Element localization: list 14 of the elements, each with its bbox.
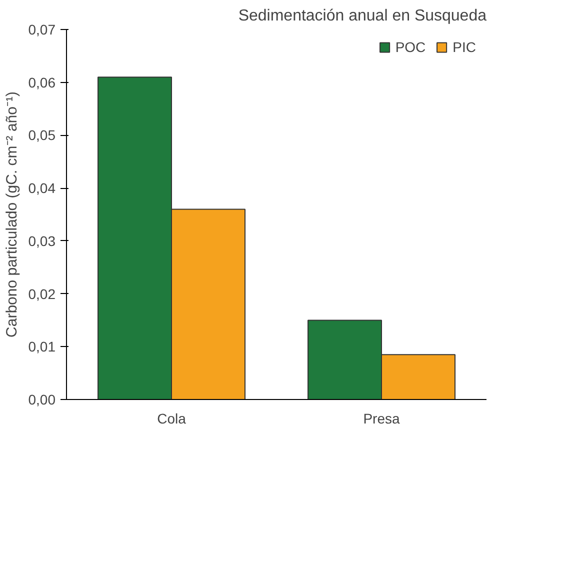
y-tick-label: 0,07 (28, 22, 56, 38)
y-tick-label: 0,04 (28, 180, 56, 196)
x-tick-label: Presa (363, 410, 400, 426)
y-tick-label: 0,05 (28, 127, 56, 144)
legend-label: POC (395, 39, 426, 55)
y-tick-label: 0,02 (28, 286, 56, 302)
y-tick-label: 0,01 (28, 338, 56, 355)
legend-label: PIC (452, 39, 476, 55)
x-tick-label: Cola (157, 410, 186, 426)
chart-title: Sedimentación anual en Susqueda (238, 8, 487, 24)
y-tick-label: 0,00 (28, 392, 56, 408)
y-tick-label: 0,03 (28, 232, 56, 249)
y-axis-title: Carbono particulado (gC. cm⁻² año⁻¹) (3, 92, 20, 338)
y-tick-label: 0,06 (28, 74, 56, 90)
